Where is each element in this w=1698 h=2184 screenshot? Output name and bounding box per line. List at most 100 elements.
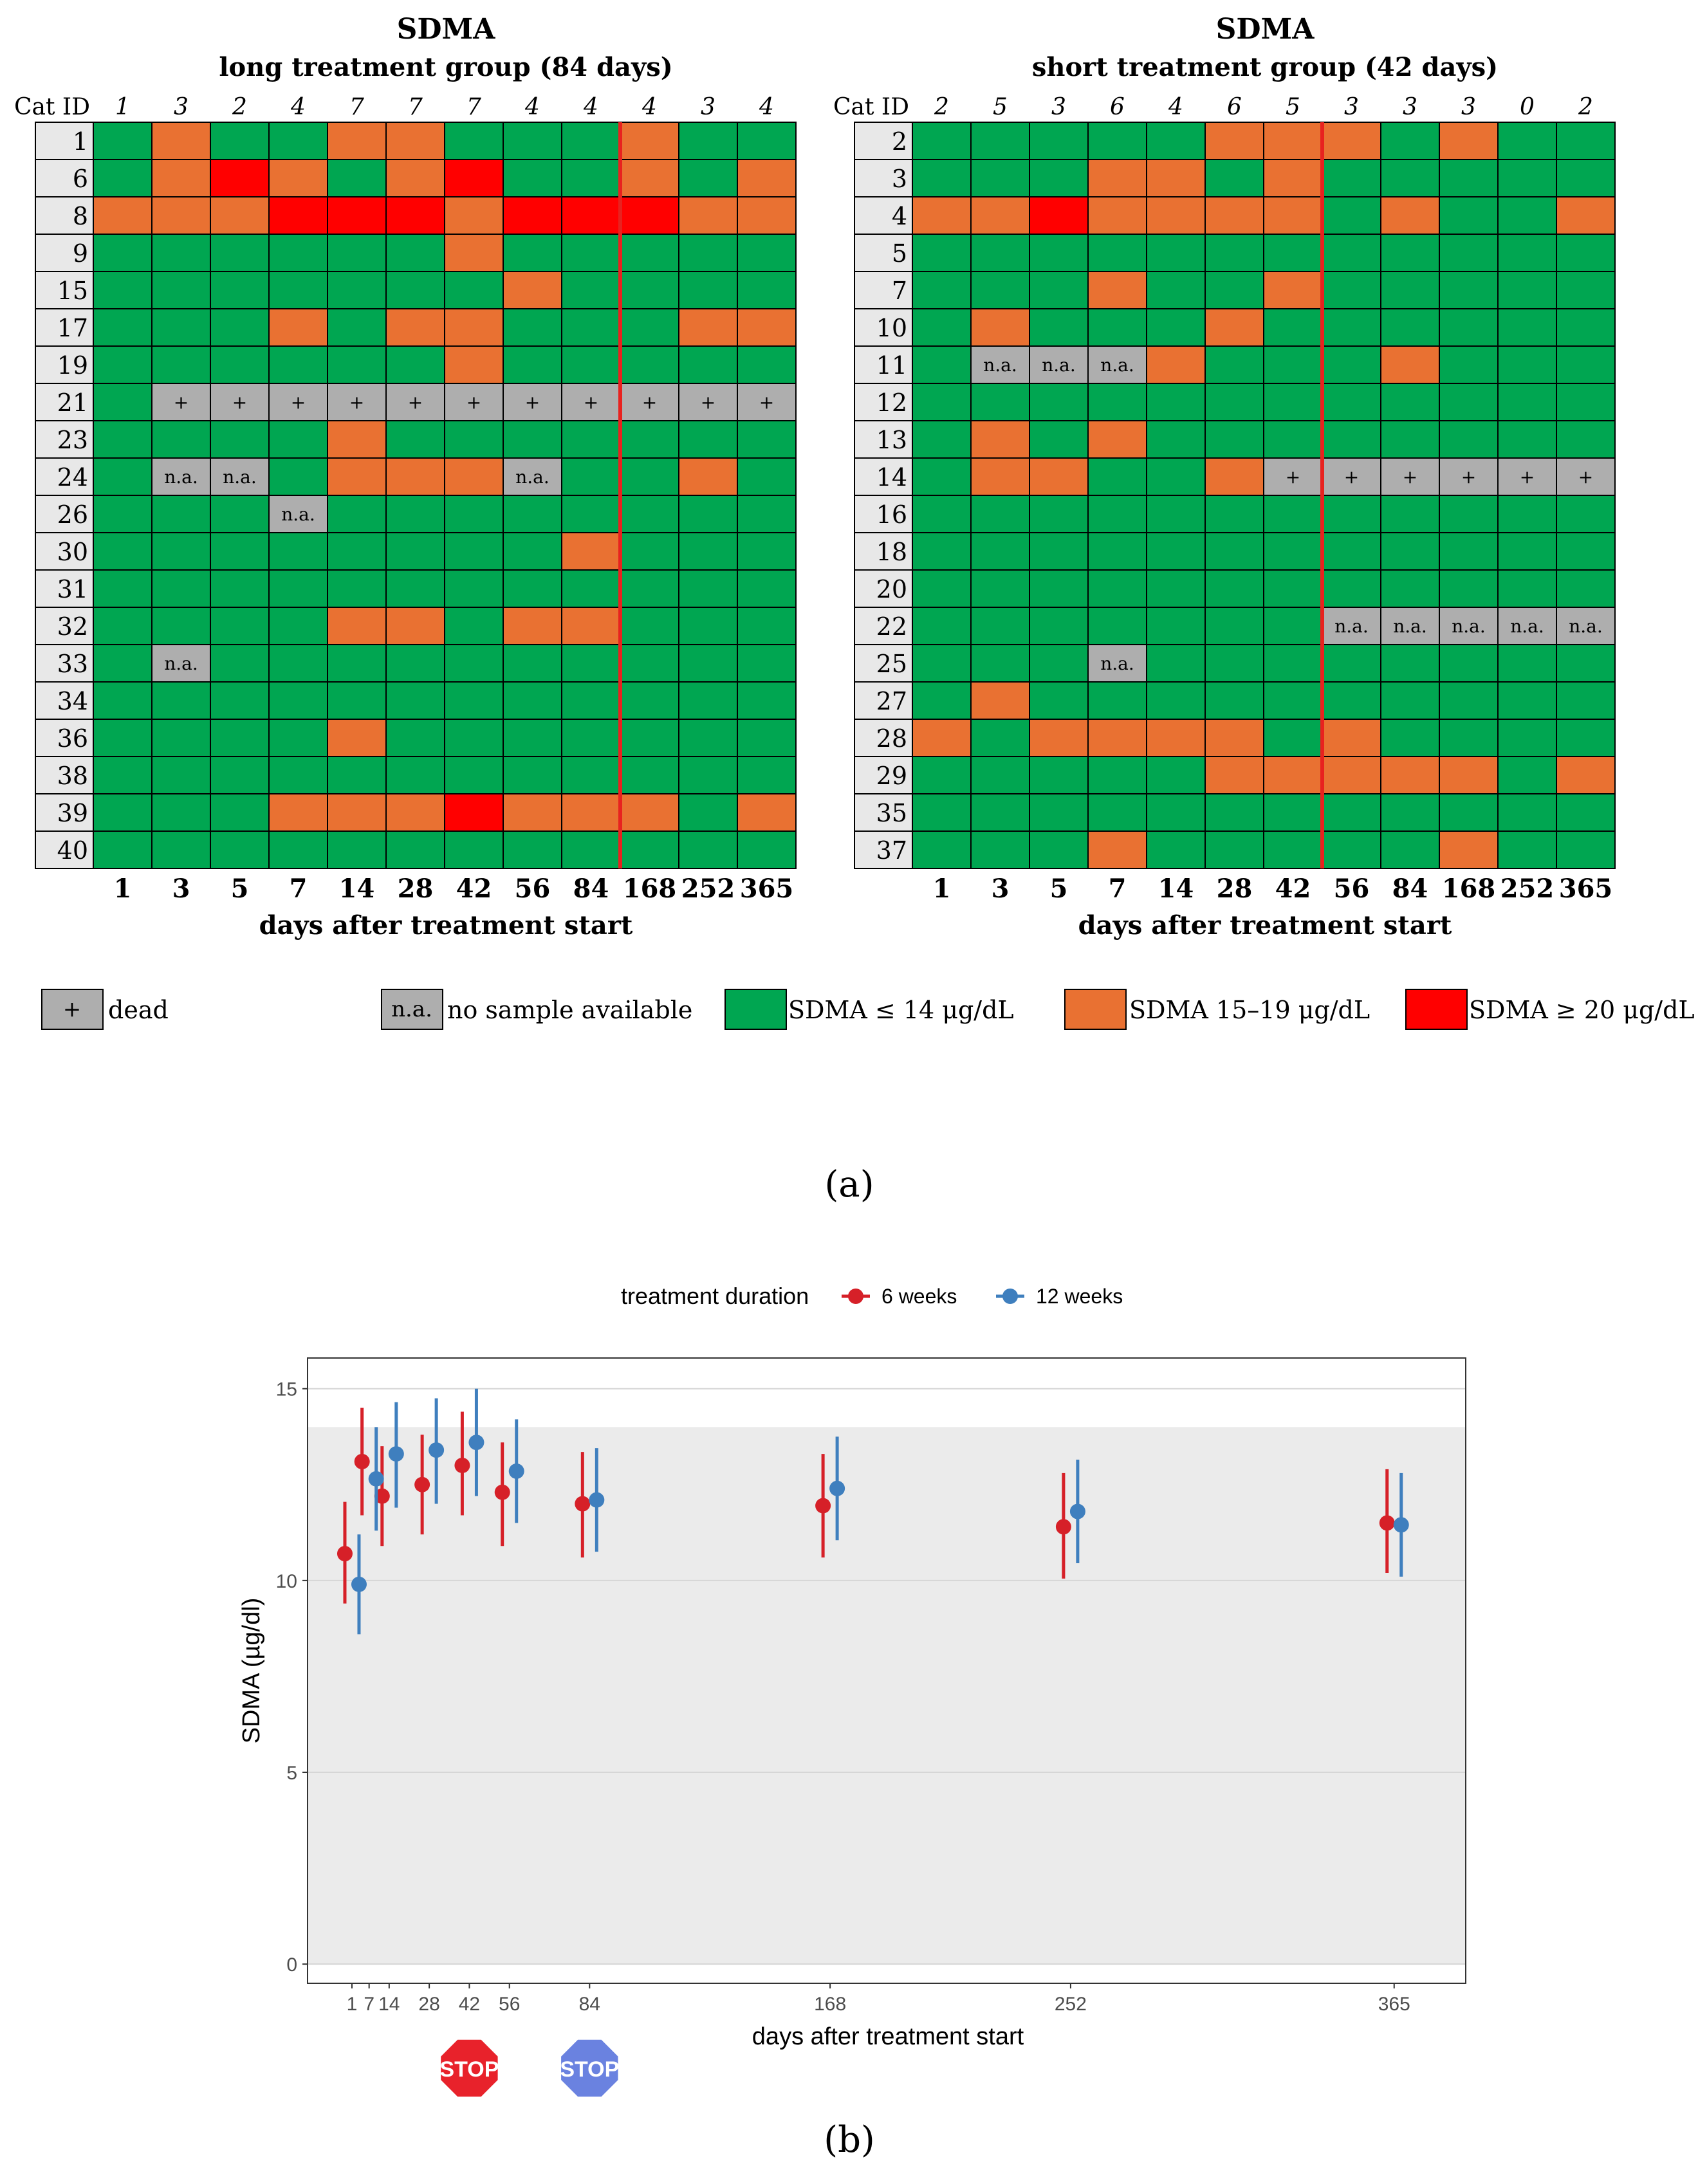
- heatmap-cell: [1263, 644, 1323, 683]
- heatmap-cell: [912, 308, 972, 347]
- x-axis-title: days after treatment start: [259, 910, 633, 941]
- stop-sign-red: STOP: [438, 2037, 501, 2100]
- heatmap-cell: [1087, 756, 1147, 794]
- heatmap-cell: [151, 234, 211, 272]
- heatmap-cell: [1263, 308, 1323, 347]
- heatmap-cell: [444, 271, 504, 309]
- heatmap-cell: [561, 719, 621, 757]
- heatmap-cell: [912, 644, 972, 683]
- heatmap-cell: [444, 420, 504, 459]
- data-point: [337, 1546, 353, 1562]
- cat-id-label: 3: [892, 165, 907, 193]
- heatmap-cell: [503, 308, 562, 347]
- heatmap-cell: [503, 196, 562, 235]
- heatmap-cell: [385, 271, 445, 309]
- na-marker: n.a.: [164, 653, 198, 674]
- heatmap-group-short: SDMA short treatment group (42 days) Cat I…: [833, 13, 1616, 941]
- heatmap-cell: [1380, 234, 1440, 272]
- data-point: [429, 1442, 445, 1458]
- y-axis-title: SDMA (µg/dl): [238, 1598, 265, 1744]
- heatmap-cell: [912, 383, 972, 421]
- heatmap-cell: [385, 793, 445, 832]
- x-tick-label: 14: [378, 1994, 400, 2015]
- heatmap-cell: [1146, 420, 1206, 459]
- legend-swatch-na: [381, 989, 443, 1030]
- heatmap-cell: [970, 569, 1030, 608]
- data-point: [815, 1498, 831, 1514]
- panel-a-label: (a): [824, 1164, 874, 1206]
- cat-id-label: 8: [73, 202, 88, 230]
- heatmap-title: SDMA: [397, 13, 496, 46]
- dead-marker: +: [291, 392, 306, 413]
- dead-marker: +: [466, 392, 481, 413]
- heatmap-cell: [93, 383, 152, 421]
- cat-id-cell: [35, 830, 94, 869]
- cat-id-cell: [854, 607, 913, 645]
- heatmap-cell: [385, 345, 445, 384]
- cat-id-label: 7: [892, 277, 907, 305]
- heatmap-cell: [151, 345, 211, 384]
- heatmap-cell: [1439, 532, 1499, 571]
- heatmap-cell: [561, 271, 621, 309]
- heatmap-cell: [970, 457, 1030, 496]
- dead-marker: +: [1520, 466, 1535, 488]
- heatmap-cell: [912, 457, 972, 496]
- heatmap-cell: [1146, 569, 1206, 608]
- heatmap-cell: [912, 420, 972, 459]
- heatmap-cell: [151, 457, 211, 496]
- data-point: [374, 1488, 390, 1504]
- heatmap-cell: [444, 383, 504, 421]
- heatmap-cell: [1380, 644, 1440, 683]
- heatmap-cell: [561, 569, 621, 608]
- day-label: 3: [172, 874, 190, 904]
- heatmap-cell: [737, 271, 797, 309]
- heatmap-cell: [1439, 756, 1499, 794]
- heatmap-cell: [503, 122, 562, 160]
- heatmap-cell: [151, 495, 211, 533]
- cat-id-cell: [35, 122, 94, 160]
- cat-id-label: 18: [876, 538, 907, 566]
- cat-id-label: 37: [876, 836, 907, 865]
- heatmap-cell: [327, 122, 387, 160]
- dead-marker: +: [701, 392, 715, 413]
- na-marker: n.a.: [1042, 354, 1076, 376]
- heatmap-cell: [1029, 420, 1089, 459]
- na-marker: n.a.: [164, 466, 198, 488]
- heatmap-cell: [444, 644, 504, 683]
- heatmap-cell: [1380, 830, 1440, 869]
- heatmap-cell: [912, 159, 972, 197]
- heatmap-cell: [268, 420, 328, 459]
- day-label: 42: [1275, 874, 1311, 904]
- heatmap-cell: [737, 122, 797, 160]
- heatmap-cell: [385, 569, 445, 608]
- heatmap-cell: [620, 830, 679, 869]
- heatmap-cell: [151, 196, 211, 235]
- heatmap-cell: [210, 271, 270, 309]
- heatmap-cell: [1322, 383, 1381, 421]
- heatmap-cell: [1439, 793, 1499, 832]
- heatmap-cell: [1497, 196, 1557, 235]
- heatmap-cell: [1556, 159, 1616, 197]
- data-point: [468, 1435, 484, 1451]
- cat-id-label: 32: [57, 612, 88, 641]
- count-label: 4: [641, 94, 657, 120]
- heatmap-cell: [970, 271, 1030, 309]
- heatmap-cell: [561, 793, 621, 832]
- heatmap-cell: [561, 420, 621, 459]
- heatmap-cell: [385, 644, 445, 683]
- cat-id-cell: [854, 420, 913, 459]
- day-label: 28: [1217, 874, 1253, 904]
- heatmap-cell: [1204, 495, 1264, 533]
- heatmap-cell: [1204, 532, 1264, 571]
- heatmap-cell: [268, 756, 328, 794]
- heatmap-cell: [737, 793, 797, 832]
- heatmap-cell: [444, 681, 504, 720]
- heatmap-cell: [1556, 420, 1616, 459]
- heatmap-cell: [1204, 756, 1264, 794]
- count-label: 1: [115, 94, 130, 120]
- dead-marker: +: [408, 392, 423, 413]
- heatmap-cell: [151, 719, 211, 757]
- heatmap-cell: [1087, 719, 1147, 757]
- heatmap-cell: [912, 719, 972, 757]
- heatmap-cell: [1263, 345, 1323, 384]
